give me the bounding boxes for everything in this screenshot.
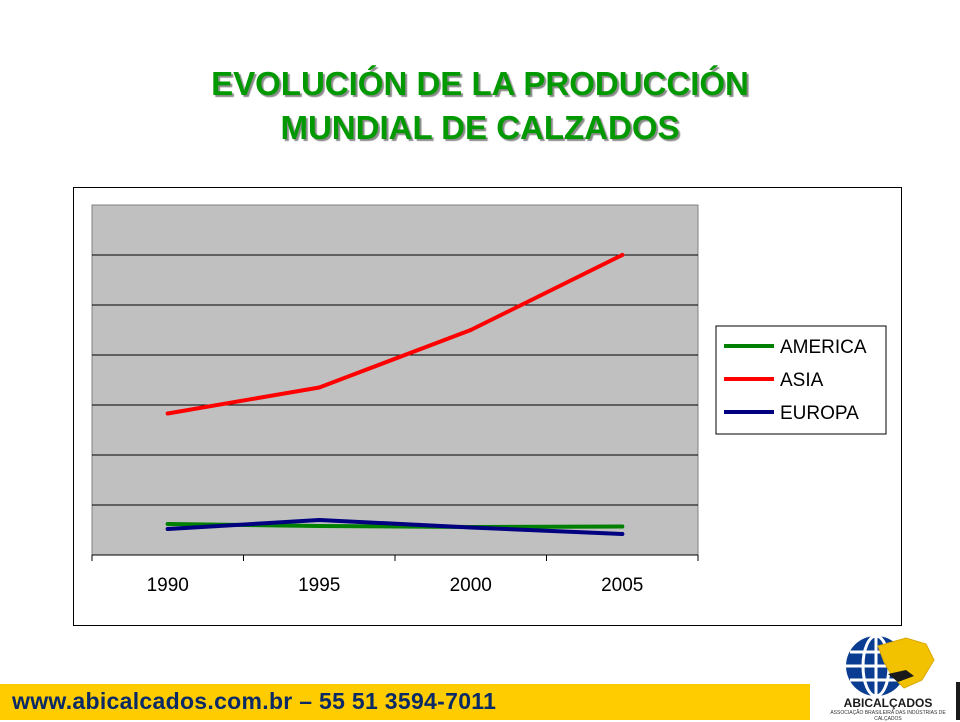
data-point-europa bbox=[620, 532, 625, 536]
data-point-america bbox=[620, 524, 625, 529]
globe-icon bbox=[846, 634, 935, 696]
abicalcados-logo: ABICALÇADOS ASSOCIAÇÃO BRASILEIRA DAS IN… bbox=[826, 630, 960, 722]
data-point-europa bbox=[317, 518, 322, 522]
chart-frame: 1990 1995 2000 2005 AMERICA ASIA EUROPA bbox=[73, 187, 902, 626]
x-tick-label: 2000 bbox=[450, 575, 492, 596]
series-line-asia bbox=[165, 253, 625, 416]
logo-name: ABICALÇADOS bbox=[843, 696, 933, 710]
data-point-asia bbox=[620, 253, 625, 257]
x-tick-label: 1990 bbox=[147, 575, 189, 596]
data-point-asia bbox=[317, 385, 322, 390]
footer-contact: www.abicalcados.com.br – 55 51 3594-7011 bbox=[12, 688, 497, 714]
legend-label: EUROPA bbox=[780, 403, 859, 424]
logo-subtitle: ASSOCIAÇÃO BRASILEIRA DAS INDÚSTRIAS DE … bbox=[830, 710, 946, 722]
data-point-america bbox=[165, 522, 170, 526]
plot-area bbox=[91, 204, 699, 556]
line-chart: 1990 1995 2000 2005 AMERICA ASIA EUROPA bbox=[91, 204, 887, 596]
data-point-europa bbox=[165, 527, 170, 531]
data-point-america bbox=[317, 524, 322, 528]
legend-label: ASIA bbox=[780, 370, 824, 391]
data-point-europa bbox=[468, 525, 473, 530]
logo-divider bbox=[956, 682, 960, 720]
data-point-asia bbox=[468, 328, 473, 332]
title-line-2: MUNDIAL DE CALZADOS bbox=[280, 109, 680, 146]
x-tick-label: 1995 bbox=[298, 575, 340, 596]
data-point-asia bbox=[165, 411, 170, 416]
footer-bar: www.abicalcados.com.br – 55 51 3594-7011 bbox=[0, 684, 810, 720]
legend-label: AMERICA bbox=[780, 337, 867, 358]
title-line-1: EVOLUCIÓN DE LA PRODUCCIÓN bbox=[211, 65, 749, 102]
slide-title: EVOLUCIÓN DE LA PRODUCCIÓN MUNDIAL DE CA… bbox=[0, 62, 960, 150]
series-line-europa bbox=[165, 518, 625, 536]
x-tick-label: 2005 bbox=[601, 575, 643, 596]
